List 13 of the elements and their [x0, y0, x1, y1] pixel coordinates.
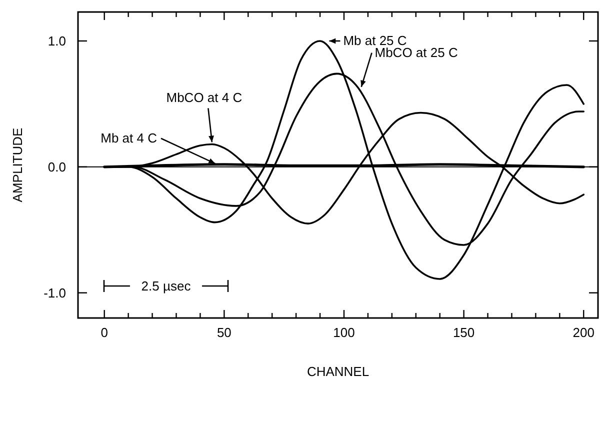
annotation: MbCO at 4 C — [166, 90, 242, 106]
y-tick-label: -1.0 — [44, 285, 66, 300]
annotation: 2.5 µsec — [141, 278, 192, 294]
y-tick-label: 0.0 — [48, 159, 66, 174]
x-tick-label: 50 — [216, 325, 232, 340]
x-axis-title: CHANNEL — [306, 364, 370, 379]
x-tick-label: 150 — [452, 325, 475, 340]
y-tick-label: 1.0 — [48, 33, 66, 48]
x-tick-label: 200 — [572, 325, 594, 340]
annotation: Mb at 4 C — [100, 130, 157, 146]
y-axis-title: AMPLITUDE — [10, 127, 25, 202]
x-tick-label: 0 — [100, 325, 108, 340]
x-tick-label: 100 — [333, 325, 355, 340]
